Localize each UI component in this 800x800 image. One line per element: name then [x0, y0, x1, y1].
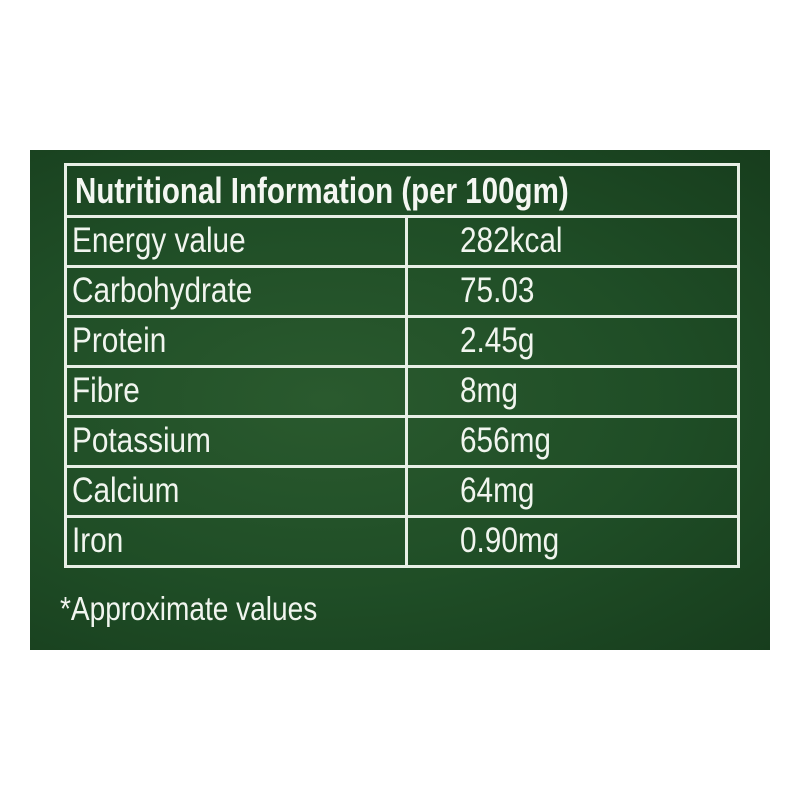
nutrient-value-text: 2.45g — [460, 321, 535, 360]
table-row: Potassium 656mg — [67, 418, 737, 468]
table-row: Carbohydrate 75.03 — [67, 268, 737, 318]
nutrient-value-text: 282kcal — [460, 221, 563, 260]
nutrition-table: Nutritional Information (per 100gm) Ener… — [64, 163, 740, 568]
nutrient-name: Iron — [67, 518, 408, 568]
nutrient-value-text: 64mg — [460, 471, 535, 510]
nutrient-label: Protein — [72, 321, 167, 360]
nutrient-name: Fibre — [67, 368, 408, 415]
nutrient-name: Protein — [67, 318, 408, 365]
nutrient-value: 656mg — [408, 418, 737, 465]
nutrient-value-text: 656mg — [460, 421, 551, 460]
table-row: Iron 0.90mg — [67, 518, 737, 568]
footnote-text: *Approximate values — [60, 590, 318, 627]
nutrient-name: Energy value — [67, 218, 408, 265]
nutrient-value: 282kcal — [408, 218, 737, 265]
nutrient-label: Fibre — [72, 371, 140, 410]
nutrient-label: Carbohydrate — [72, 271, 253, 310]
nutrient-label: Energy value — [72, 221, 246, 260]
nutrient-label: Iron — [72, 521, 124, 560]
nutrient-value-text: 75.03 — [460, 271, 535, 310]
table-title-text: Nutritional Information (per 100gm) — [75, 170, 569, 211]
table-row: Protein 2.45g — [67, 318, 737, 368]
nutrient-value-text: 0.90mg — [460, 521, 560, 560]
nutrient-name: Carbohydrate — [67, 268, 408, 315]
nutrient-name: Calcium — [67, 468, 408, 515]
nutrient-label: Potassium — [72, 421, 211, 460]
label-panel: Nutritional Information (per 100gm) Ener… — [30, 150, 770, 650]
table-title: Nutritional Information (per 100gm) — [67, 166, 737, 218]
nutrient-value: 75.03 — [408, 268, 737, 315]
nutrient-value: 0.90mg — [408, 518, 737, 568]
nutrient-label: Calcium — [72, 471, 180, 510]
footnote: *Approximate values — [60, 590, 363, 628]
nutrient-value-text: 8mg — [460, 371, 518, 410]
nutrient-value: 64mg — [408, 468, 737, 515]
table-row: Fibre 8mg — [67, 368, 737, 418]
table-row: Energy value 282kcal — [67, 218, 737, 268]
nutrient-value: 2.45g — [408, 318, 737, 365]
nutrient-name: Potassium — [67, 418, 408, 465]
nutrient-value: 8mg — [408, 368, 737, 415]
table-row: Calcium 64mg — [67, 468, 737, 518]
